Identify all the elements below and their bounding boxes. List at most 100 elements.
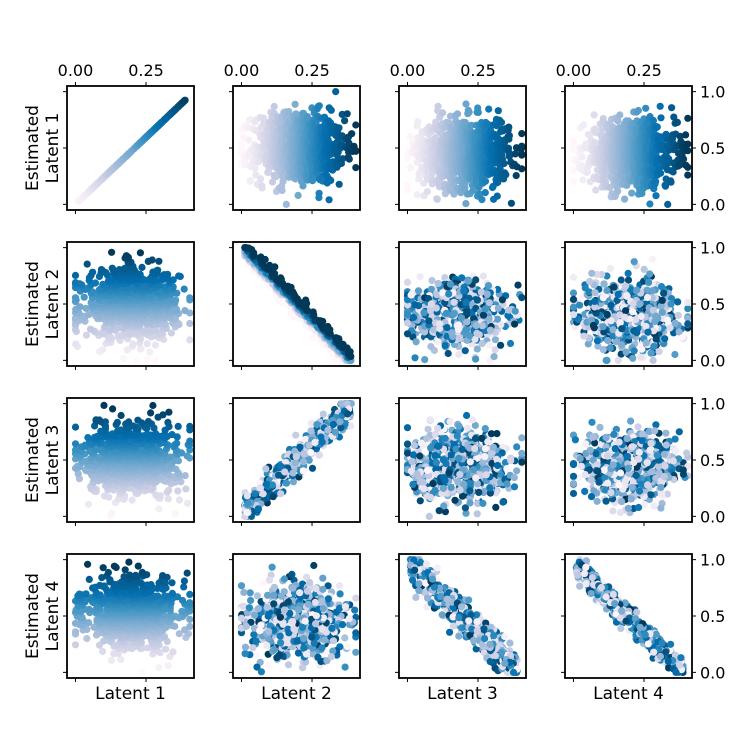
data-point [279,177,287,185]
data-point [332,334,340,342]
data-point [481,177,490,185]
data-point [324,325,332,334]
data-point [505,132,513,140]
data-point [652,178,660,186]
data-point [485,105,493,113]
data-point [684,163,692,171]
panel-r1-c2: 0.00 0.25 [224,61,361,214]
data-point [352,121,360,129]
data-point [291,100,299,108]
top-x-tick-label: 0.00 [224,61,260,80]
data-point [82,331,90,339]
data-point [493,192,501,200]
data-point [406,133,414,141]
right-y-tick-label: 1.0 [700,83,725,102]
panel-r2-c1 [63,241,195,370]
points-group [403,100,526,208]
data-point [416,273,424,281]
data-point [299,182,307,190]
points-group [237,88,360,208]
data-point [270,102,278,111]
data-point [453,110,462,118]
points-group [403,272,526,364]
data-point [76,303,84,311]
data-point [684,147,692,155]
panel-r2-c2 [229,241,361,370]
data-point [186,319,194,328]
data-point [272,173,280,181]
panel-r2-c3 [395,241,527,370]
data-point [439,109,447,117]
data-point [169,276,177,284]
data-point [661,182,670,190]
data-point [82,304,90,312]
data-point [352,146,360,154]
data-point [586,130,594,139]
data-point [579,121,588,129]
points-group [241,244,355,364]
data-point [411,354,419,362]
data-point [250,251,258,259]
data-point [72,340,80,348]
data-point [653,123,661,131]
data-point [302,302,310,310]
data-point [462,200,470,208]
panel-r1-c1: 0.00 0.25 [58,61,195,214]
right-y-tick-label: 0.5 [700,139,725,158]
data-point [590,111,598,119]
data-point [258,184,266,192]
data-point [244,244,252,253]
data-point [285,108,293,116]
data-point [481,189,489,197]
data-point [652,192,660,200]
data-point [257,175,265,183]
data-point [484,120,492,128]
data-point [433,195,441,203]
top-x-tick-label: 0.25 [294,61,330,80]
data-point [569,166,578,174]
data-point [473,345,481,353]
data-point [664,200,672,208]
data-point [327,106,335,114]
data-point [461,119,469,127]
data-point [269,268,277,276]
data-point [327,176,335,184]
data-point [152,326,160,334]
data-point [245,136,253,144]
data-point [579,176,587,184]
data-point [518,165,526,173]
data-point [86,325,95,333]
data-point [278,186,286,195]
data-point [172,305,180,313]
data-point [315,189,323,197]
data-point [423,187,431,196]
data-point [254,158,262,166]
data-point [143,356,151,364]
data-point [290,290,298,298]
data-point [667,178,675,186]
data-point [71,271,80,279]
data-point [152,341,160,349]
points-group [71,248,194,364]
data-point [71,279,80,287]
data-point [343,110,351,118]
data-point [668,104,676,112]
data-point [646,200,654,208]
data-point [500,159,508,168]
data-point [316,320,324,328]
data-point [511,307,519,315]
data-point [479,272,487,280]
data-point [146,348,154,356]
data-point [642,104,650,112]
data-point [407,164,415,172]
data-point [414,118,422,126]
data-point [309,333,317,341]
data-point [352,164,360,172]
data-point [656,102,664,110]
data-point [143,340,151,348]
data-point [98,346,107,354]
points-group [569,102,692,208]
data-point [261,255,269,264]
data-point [339,343,347,351]
